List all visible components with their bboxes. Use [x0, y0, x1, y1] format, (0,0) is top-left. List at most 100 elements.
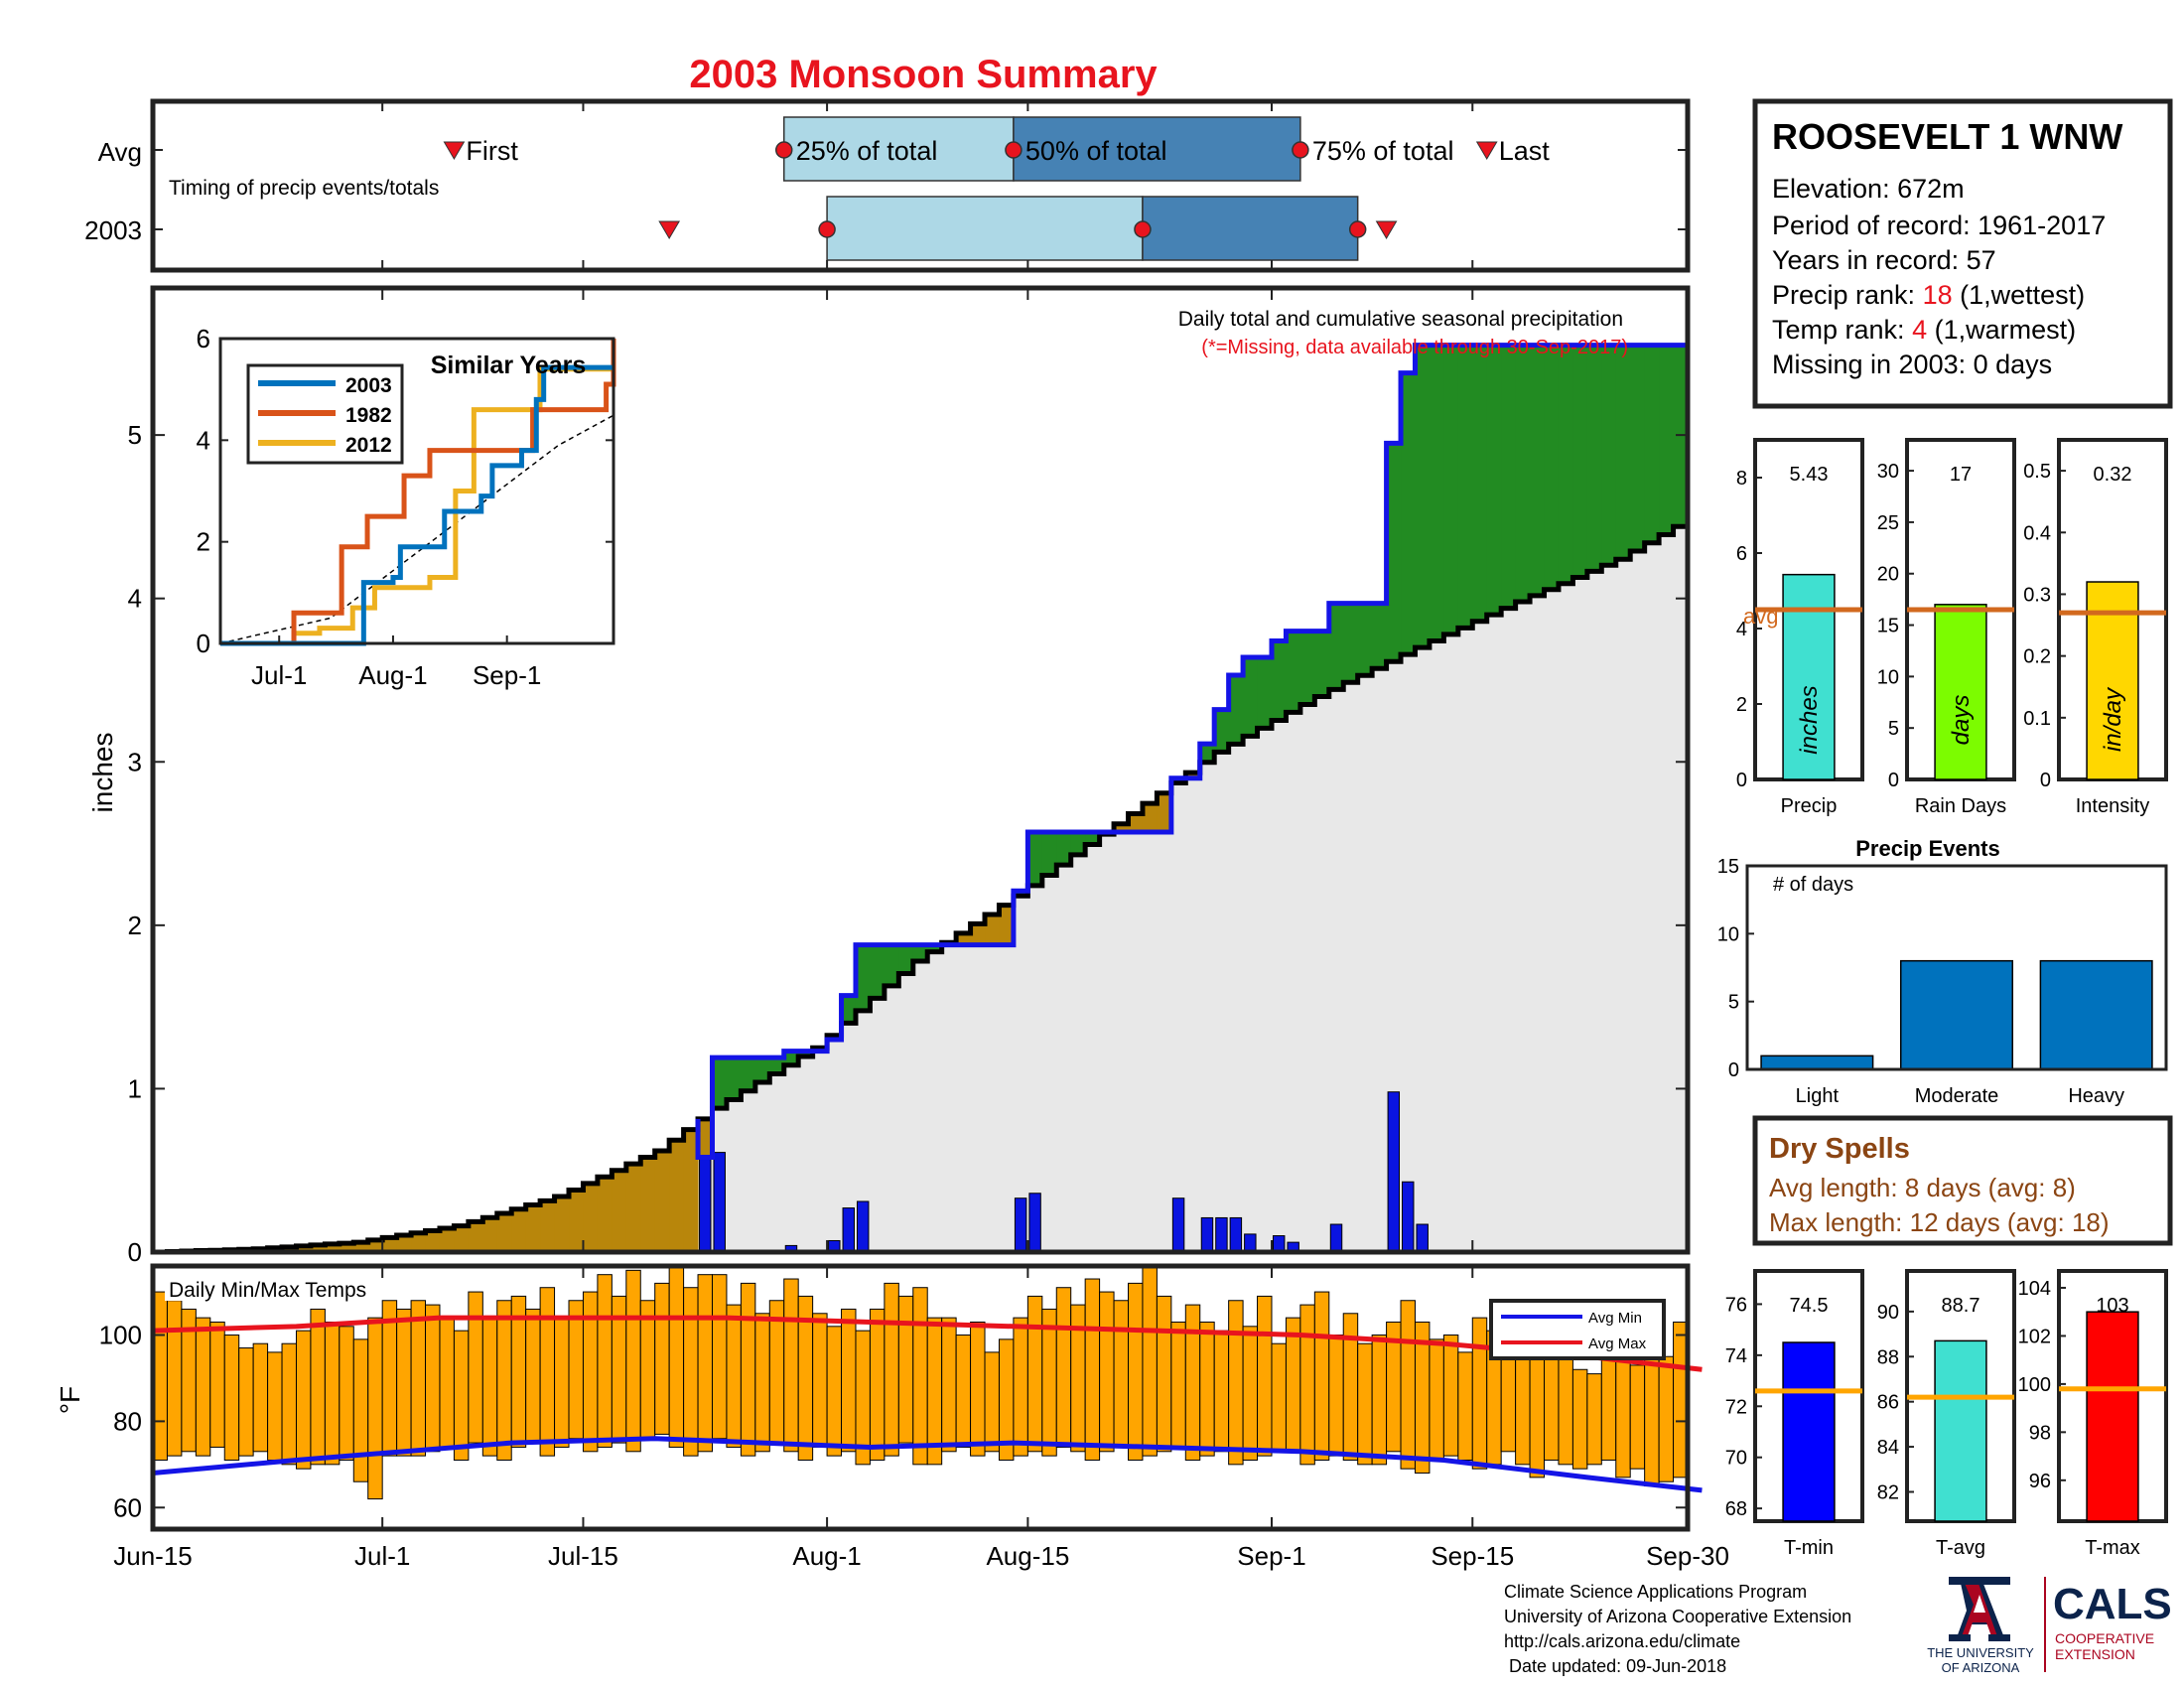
station-frame: [1752, 98, 2173, 409]
above-average-area: [1659, 345, 1675, 535]
daily-temp-bar: [554, 1317, 570, 1448]
temps-ytick-label: 100: [99, 1321, 142, 1350]
above-average-area: [754, 1057, 770, 1083]
below-average-area: [382, 1237, 398, 1252]
dry-spells-frame: [1752, 1115, 2173, 1246]
below-average-area: [654, 1150, 670, 1252]
daily-temp-bar: [166, 1300, 183, 1457]
daily-precip-bar: [1229, 1216, 1243, 1253]
above-average-area: [1085, 832, 1101, 845]
temp-summary-panels: 68 70 72 74 76 74.5 T-min 82 84 86 88 90 88.7 T-avg 96…: [1725, 1269, 2168, 1559]
daily-precip-bar: [842, 1207, 855, 1253]
xaxis-date-label: Aug-15: [986, 1541, 1069, 1571]
events-category-label: Heavy: [2068, 1085, 2124, 1107]
below-average-area: [669, 1140, 685, 1252]
average-cumulative-line: [153, 523, 1688, 1255]
above-average-area: [1515, 345, 1531, 602]
daily-temp-bar: [1213, 1330, 1230, 1453]
timing-year-label: 2003: [84, 215, 142, 245]
above-average-area: [712, 1057, 728, 1109]
timing-caption: Timing of precip events/totals: [169, 177, 439, 200]
daily-temp-bar: [711, 1274, 728, 1440]
daily-temp-bar: [1357, 1342, 1373, 1466]
below-average-area: [970, 923, 986, 945]
above-average-area: [1401, 372, 1416, 655]
tmin-summary-ytick-label: 68: [1725, 1498, 1747, 1520]
inset-ytick-label: 4: [197, 425, 210, 455]
timing-frame: [150, 98, 1691, 273]
below-average-area: [496, 1212, 512, 1252]
raindays-summary-ytick-label: 5: [1888, 718, 1899, 740]
above-average-area: [1644, 345, 1660, 543]
inset-title: Similar Years: [431, 352, 587, 379]
below-average-area: [583, 1183, 599, 1252]
daily-temp-bar: [955, 1335, 972, 1448]
below-average-area: [425, 1230, 441, 1252]
daily-temp-bar: [1629, 1364, 1646, 1470]
precip-events-panel: Precip Events Light Moderate Heavy 0 5 10 15 #…: [1717, 836, 2168, 1107]
xaxis-date-label: Jun-15: [113, 1541, 193, 1571]
tmin-summary-ytick-label: 74: [1725, 1345, 1747, 1367]
precip-summary-average-label: avg: [1743, 604, 1778, 629]
raindays-summary-ytick-label: 0: [1888, 770, 1899, 791]
below-average-area: [511, 1208, 527, 1252]
events-caption: # of days: [1773, 874, 1853, 896]
timing-avg-marker-p75: [1292, 141, 1309, 159]
above-average-area: [1486, 345, 1502, 616]
daily-temp-bar: [1558, 1347, 1573, 1466]
timing-avg-label: Avg: [98, 137, 142, 167]
daily-temp-bar: [884, 1282, 899, 1457]
below-average-area: [956, 932, 972, 945]
cals-logo-text: CALS: [2053, 1580, 2172, 1628]
daily-temp-bar: [1271, 1342, 1287, 1453]
daily-temp-bar: [410, 1300, 427, 1457]
raindays-summary-bar: [1934, 604, 1987, 780]
daily-temp-bar: [1170, 1321, 1186, 1448]
daily-temp-bar: [468, 1291, 483, 1444]
inset-series-1982-line: [220, 339, 616, 646]
tmax-summary-ytick-label: 98: [2029, 1422, 2051, 1444]
intensity-summary-unit: in/day: [2100, 686, 2126, 752]
xaxis-date-label: Sep-30: [1646, 1541, 1729, 1571]
daily-temp-bar: [1026, 1295, 1043, 1453]
below-average-area: [525, 1204, 541, 1252]
inset-xtick-label: Sep-1: [473, 660, 541, 690]
daily-temp-bar: [912, 1287, 928, 1466]
main-ytick-label: 2: [128, 911, 142, 940]
tmax-summary-ytick-label: 104: [2018, 1278, 2051, 1300]
above-average-area: [1299, 631, 1315, 705]
daily-temp-bar: [1242, 1326, 1259, 1461]
daily-temp-bar: [754, 1313, 770, 1453]
above-average-area: [1372, 603, 1388, 669]
footer-line-1: Climate Science Applications Program: [1504, 1582, 1807, 1602]
timing-first-label: First: [466, 136, 518, 166]
events-plot-area: Light Moderate Heavy 0 5 10 15: [1717, 856, 2153, 1107]
daily-temp-bar: [1615, 1360, 1631, 1478]
timing-year-marker-last: [1375, 220, 1398, 239]
below-average-area: [367, 1239, 383, 1252]
above-average-area: [1343, 603, 1359, 683]
above-average-area: [870, 944, 886, 999]
above-average-area: [1357, 603, 1373, 676]
year-cumulative-line: [695, 343, 1688, 1161]
daily-temp-bar: [1156, 1295, 1172, 1453]
below-average-area: [1157, 792, 1172, 833]
below-average-area: [339, 1243, 354, 1252]
page-title: 2003 Monsoon Summary: [689, 53, 1158, 96]
below-average-area: [396, 1235, 412, 1252]
temp-rank-value: 4: [1912, 315, 1927, 345]
cals-logo: CALS COOPERATIVE EXTENSION: [2053, 1580, 2172, 1662]
daily-temp-bar: [812, 1313, 828, 1448]
above-average-area: [1615, 345, 1631, 560]
daily-temp-bar: [252, 1342, 269, 1453]
below-average-area: [296, 1245, 312, 1252]
missing-note: (*=Missing, data available through 30-Se…: [1201, 337, 1628, 358]
daily-precip-bar: [713, 1152, 726, 1253]
above-average-area: [1386, 443, 1402, 662]
tmin-summary-bar: [1782, 1341, 1836, 1522]
daily-temp-bar: [396, 1308, 412, 1457]
daily-temp-bar: [310, 1308, 326, 1466]
timing-25-label: 25% of total: [796, 136, 938, 166]
tmax-summary-bar: [2086, 1311, 2139, 1522]
